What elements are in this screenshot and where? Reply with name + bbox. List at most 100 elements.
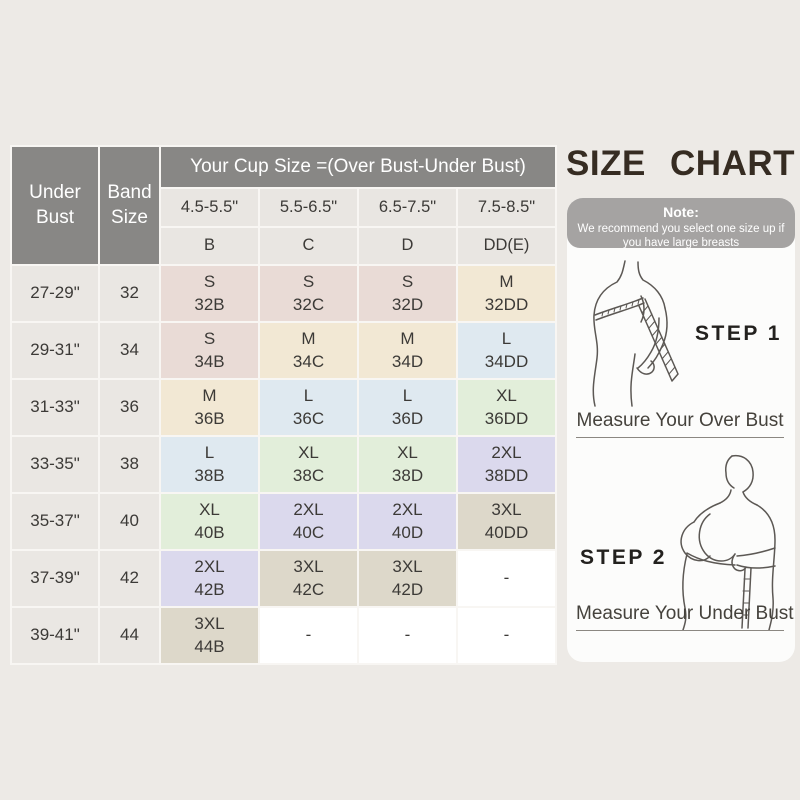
bra-size-table: Under Bust Band Size Your Cup Size =(Ove… bbox=[10, 145, 557, 665]
band-size-column-header: Band Size bbox=[100, 147, 159, 264]
size-letter: - bbox=[404, 625, 411, 645]
note-box: Note: We recommend you select one size u… bbox=[567, 198, 795, 249]
band-size-cell: 36 bbox=[100, 380, 159, 435]
under-bust-range-cell: 39-41" bbox=[12, 608, 98, 663]
size-letter: XL bbox=[496, 386, 517, 406]
under-bust-range-cell: 29-31" bbox=[12, 323, 98, 378]
size-letter: XL bbox=[298, 443, 319, 463]
size-recommendation-cell: L 36D bbox=[359, 380, 456, 435]
bra-size-code: 40C bbox=[292, 522, 325, 542]
bra-size-code: 38C bbox=[292, 465, 325, 485]
bra-size-code: 40DD bbox=[484, 522, 529, 542]
bra-size-code: 34DD bbox=[484, 351, 529, 371]
size-letter: XL bbox=[199, 500, 220, 520]
bra-size-code: 34C bbox=[292, 351, 325, 371]
band-size-cell: 32 bbox=[100, 266, 159, 321]
step-2-label: STEP 2 bbox=[580, 546, 667, 569]
size-recommendation-cell: 2XL 38DD bbox=[458, 437, 555, 492]
bra-size-code: 38DD bbox=[484, 465, 529, 485]
band-size-cell: 40 bbox=[100, 494, 159, 549]
cup-diff-range-header: 5.5-6.5" bbox=[260, 189, 357, 226]
bra-size-code: 42C bbox=[292, 579, 325, 599]
size-letter: - bbox=[503, 625, 510, 645]
size-recommendation-cell: 2XL 40C bbox=[260, 494, 357, 549]
cup-diff-range-header: 4.5-5.5" bbox=[161, 189, 258, 226]
band-size-cell: 42 bbox=[100, 551, 159, 606]
step-2-caption: Measure Your Under Bust bbox=[576, 603, 794, 631]
size-recommendation-cell: S 32D bbox=[359, 266, 456, 321]
bra-size-code: 42B bbox=[194, 579, 225, 599]
size-recommendation-cell: 3XL 44B bbox=[161, 608, 258, 663]
size-letter: - bbox=[503, 568, 510, 588]
size-letter: M bbox=[400, 329, 415, 349]
bra-size-code: 36DD bbox=[484, 408, 529, 428]
size-recommendation-cell: 3XL 42D bbox=[359, 551, 456, 606]
size-recommendation-cell: 3XL 40DD bbox=[458, 494, 555, 549]
size-recommendation-cell: M 34C bbox=[260, 323, 357, 378]
size-letter: L bbox=[501, 329, 512, 349]
size-recommendation-cell: M 36B bbox=[161, 380, 258, 435]
bra-size-code: 40D bbox=[391, 522, 424, 542]
size-letter: 3XL bbox=[194, 614, 225, 634]
size-recommendation-cell: - bbox=[458, 551, 555, 606]
under-bust-measurement-figure-illustration bbox=[680, 454, 776, 631]
cup-diff-range-header: 7.5-8.5" bbox=[458, 189, 555, 226]
cup-size-formula-header: Your Cup Size =(Over Bust-Under Bust) bbox=[161, 147, 555, 187]
bra-size-code: 32C bbox=[292, 294, 325, 314]
over-bust-measurement-figure-illustration bbox=[592, 260, 679, 407]
size-letter: S bbox=[203, 329, 216, 349]
bra-size-code: 32DD bbox=[484, 294, 529, 314]
bra-size-code: 32B bbox=[194, 294, 225, 314]
bra-size-code: 36D bbox=[391, 408, 424, 428]
size-letter: - bbox=[305, 625, 312, 645]
size-letter: 2XL bbox=[392, 500, 423, 520]
size-recommendation-cell: XL 38D bbox=[359, 437, 456, 492]
size-chart-title: SIZE CHART bbox=[566, 144, 795, 183]
under-bust-range-cell: 31-33" bbox=[12, 380, 98, 435]
bra-size-code: 38D bbox=[391, 465, 424, 485]
size-recommendation-cell: - bbox=[359, 608, 456, 663]
size-recommendation-cell: XL 40B bbox=[161, 494, 258, 549]
size-recommendation-cell: L 38B bbox=[161, 437, 258, 492]
size-letter: L bbox=[204, 443, 215, 463]
size-recommendation-cell: S 32B bbox=[161, 266, 258, 321]
bra-size-code: 32D bbox=[391, 294, 424, 314]
under-bust-range-cell: 35-37" bbox=[12, 494, 98, 549]
step-1-caption: Measure Your Over Bust bbox=[576, 410, 784, 438]
size-recommendation-cell: S 32C bbox=[260, 266, 357, 321]
size-letter: 3XL bbox=[293, 557, 324, 577]
step-1-label: STEP 1 bbox=[695, 322, 782, 345]
size-letter: 2XL bbox=[491, 443, 522, 463]
bra-size-code: 36B bbox=[194, 408, 225, 428]
size-recommendation-cell: - bbox=[260, 608, 357, 663]
size-letter: 2XL bbox=[293, 500, 324, 520]
size-letter: 2XL bbox=[194, 557, 225, 577]
under-bust-range-cell: 27-29" bbox=[12, 266, 98, 321]
size-recommendation-cell: 2XL 40D bbox=[359, 494, 456, 549]
measuring-instructions-card: Note: We recommend you select one size u… bbox=[567, 198, 795, 662]
size-recommendation-cell: 3XL 42C bbox=[260, 551, 357, 606]
size-recommendation-cell: M 34D bbox=[359, 323, 456, 378]
size-recommendation-cell: XL 36DD bbox=[458, 380, 555, 435]
size-recommendation-cell: XL 38C bbox=[260, 437, 357, 492]
bra-size-code: 38B bbox=[194, 465, 225, 485]
band-size-cell: 34 bbox=[100, 323, 159, 378]
size-recommendation-cell: - bbox=[458, 608, 555, 663]
cup-letter-header: B bbox=[161, 228, 258, 264]
under-bust-column-header: Under Bust bbox=[12, 147, 98, 264]
cup-diff-range-header: 6.5-7.5" bbox=[359, 189, 456, 226]
size-letter: L bbox=[303, 386, 314, 406]
cup-letter-header: DD(E) bbox=[458, 228, 555, 264]
size-letter: S bbox=[203, 272, 216, 292]
size-letter: L bbox=[402, 386, 413, 406]
bra-size-code: 34D bbox=[391, 351, 424, 371]
size-letter: 3XL bbox=[392, 557, 423, 577]
under-bust-range-cell: 37-39" bbox=[12, 551, 98, 606]
size-letter: 3XL bbox=[491, 500, 522, 520]
size-letter: XL bbox=[397, 443, 418, 463]
size-recommendation-cell: L 36C bbox=[260, 380, 357, 435]
band-size-cell: 44 bbox=[100, 608, 159, 663]
note-title: Note: bbox=[663, 204, 699, 220]
size-letter: M bbox=[202, 386, 217, 406]
size-letter: S bbox=[302, 272, 315, 292]
